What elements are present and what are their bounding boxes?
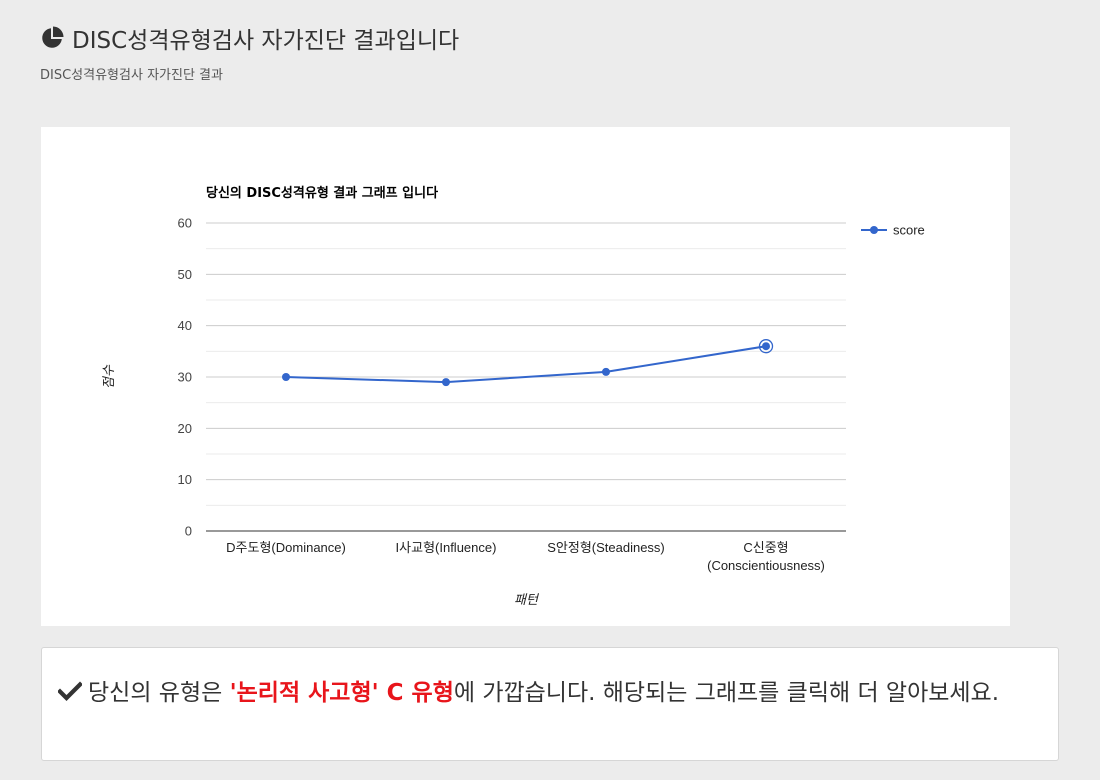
y-axis-title: 점수 bbox=[102, 364, 117, 389]
y-tick-label: 0 bbox=[185, 524, 192, 539]
x-tick-label: D주도형(Dominance) bbox=[226, 540, 346, 555]
y-tick-label: 30 bbox=[178, 370, 192, 385]
data-point bbox=[602, 367, 610, 376]
series-line bbox=[285, 345, 767, 384]
result-text: 당신의 유형은 '논리적 사고형' C 유형에 가깝습니다. 해당되는 그래프를… bbox=[58, 678, 1048, 708]
page-title: DISC성격유형검사 자가진단 결과입니다 bbox=[72, 28, 460, 54]
data-point bbox=[282, 373, 290, 381]
legend-label: score bbox=[893, 223, 925, 238]
highlight-ring bbox=[758, 339, 774, 354]
x-tick-label: I사교형(Influence) bbox=[396, 540, 497, 555]
y-tick-label: 40 bbox=[178, 318, 192, 333]
result-box: 당신의 유형은 '논리적 사고형' C 유형에 가깝습니다. 해당되는 그래프를… bbox=[41, 647, 1059, 761]
x-axis-title: 패턴 bbox=[514, 593, 540, 608]
result-prefix: 당신의 유형은 bbox=[88, 680, 230, 706]
check-icon bbox=[58, 681, 82, 701]
x-tick-label: (Conscientiousness) bbox=[707, 558, 825, 573]
title-row: DISC성격유형검사 자가진단 결과입니다 bbox=[40, 18, 459, 58]
pie-chart-icon bbox=[42, 26, 64, 48]
y-tick-label: 10 bbox=[178, 472, 192, 487]
x-tick-label: S안정형(Steadiness) bbox=[547, 540, 665, 555]
line-chart: 0 10 20 30 40 50 60 D주도형(Dominance) I사교형(Influen… bbox=[102, 185, 925, 608]
page-subtitle: DISC성격유형검사 자가진단 결과 bbox=[40, 68, 223, 83]
chart-card: 0 10 20 30 40 50 60 D주도형(Dominance) I사교형(Influen… bbox=[41, 127, 1010, 626]
page-header: DISC성격유형검사 자가진단 결과입니다 DISC성격유형검사 자가진단 결과 bbox=[40, 18, 459, 83]
chart-title: 당신의 DISC성격유형 결과 그래프 입니다 bbox=[206, 185, 438, 201]
data-point bbox=[762, 342, 770, 351]
x-tick-label: C신중형 bbox=[743, 540, 788, 555]
result-type-highlight: '논리적 사고형' C 유형 bbox=[229, 680, 454, 706]
y-tick-label: 60 bbox=[178, 216, 192, 231]
y-tick-label: 50 bbox=[178, 267, 192, 282]
result-suffix: 에 가깝습니다. 해당되는 그래프를 클릭해 더 알아보세요. bbox=[453, 680, 1000, 706]
legend-marker bbox=[870, 226, 878, 234]
y-tick-label: 20 bbox=[178, 421, 192, 436]
data-point bbox=[442, 378, 450, 387]
